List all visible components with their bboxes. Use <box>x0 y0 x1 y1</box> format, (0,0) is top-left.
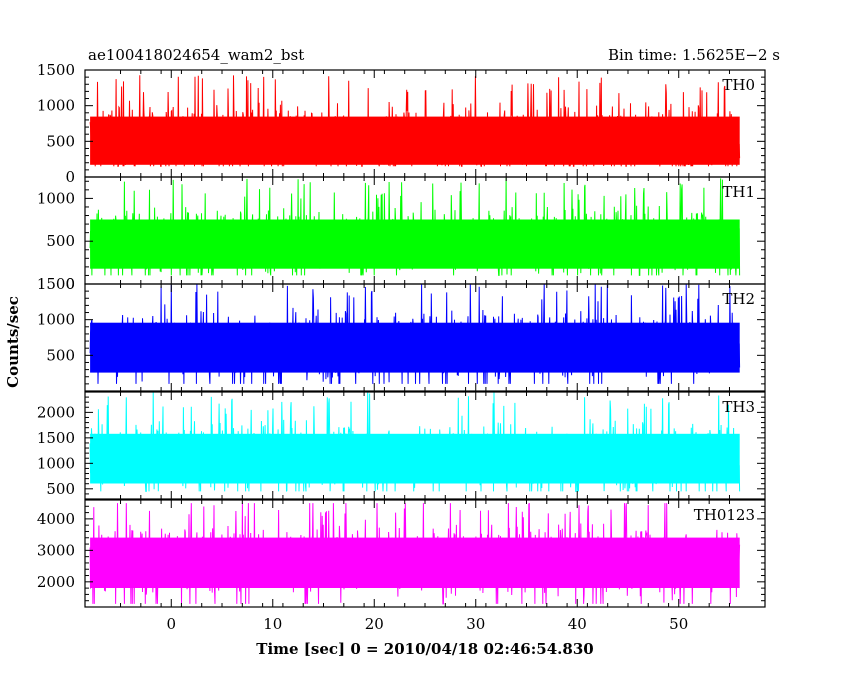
x-tick-label: 30 <box>466 615 485 633</box>
chart-title: ae100418024654_wam2_bst <box>88 46 304 64</box>
y-tick-label: 1000 <box>37 189 75 207</box>
x-tick-label: 0 <box>166 615 176 633</box>
channel-label: TH0123 <box>694 506 755 524</box>
y-tick-label: 0 <box>65 168 75 186</box>
panel-th3: 500 1000 1500 2000 TH3 <box>37 391 766 500</box>
y-axis-label: Counts/sec <box>4 296 22 388</box>
bin-time-label: Bin time: 1.5625E−2 s <box>608 46 780 64</box>
y-tick-label: 0 <box>65 275 75 293</box>
panel-th2: 500 1000 1500 TH2 <box>37 275 766 392</box>
channel-label: TH3 <box>722 398 755 416</box>
series-line-th2 <box>89 283 741 385</box>
x-axis-label: Time [sec] 0 = 2010/04/18 02:46:54.830 <box>256 640 593 658</box>
y-tick-label: 2000 <box>37 573 75 591</box>
x-tick-label: 50 <box>669 615 688 633</box>
channel-label: TH2 <box>722 290 755 308</box>
channel-label: TH1 <box>722 183 755 201</box>
y-tick-label: 4000 <box>37 510 75 528</box>
x-tick-label: 10 <box>263 615 282 633</box>
x-tick-label: 40 <box>568 615 587 633</box>
panel-th0123: 2000 3000 4000 TH0123 <box>37 499 766 608</box>
y-tick-label: 1500 <box>37 61 75 79</box>
series-line-th3 <box>89 391 741 492</box>
y-tick-label: 500 <box>46 480 75 498</box>
y-tick-label: 1000 <box>37 311 75 329</box>
y-tick-label: 3000 <box>37 541 75 559</box>
y-tick-label: 1500 <box>37 429 75 447</box>
y-tick-label: 500 <box>46 346 75 364</box>
y-tick-label: 500 <box>46 132 75 150</box>
y-tick-label: 1500 <box>37 275 75 293</box>
y-tick-label: 2000 <box>37 403 75 421</box>
series-line-th0 <box>89 75 741 167</box>
y-tick-label: 500 <box>46 232 75 250</box>
series-line-th0123 <box>89 502 741 605</box>
series-line-th1 <box>89 177 741 276</box>
y-tick-label: 1000 <box>37 97 75 115</box>
y-tick-label: 1000 <box>37 454 75 472</box>
channel-label: TH0 <box>722 76 755 94</box>
panel-th1: 0 500 1000 TH1 <box>37 176 766 293</box>
panel-th0: 0 500 1000 1500 TH0 <box>37 61 766 186</box>
x-tick-label: 20 <box>365 615 384 633</box>
